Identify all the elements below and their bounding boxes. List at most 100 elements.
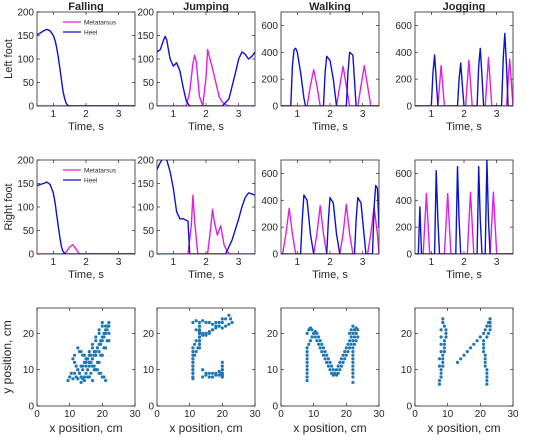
series-line-metatarsus — [281, 64, 379, 106]
scatter-point — [191, 360, 195, 364]
scatter-point — [99, 353, 103, 357]
scatter-point — [348, 331, 352, 335]
x-tick-label: 1 — [171, 109, 177, 120]
scatter-point — [352, 335, 357, 339]
y-tick-label: 100 — [137, 203, 154, 214]
panel-right-falling: 1 2 3 0 50 100 150 200 Time, s Right foot Metatars… — [3, 156, 136, 281]
scatter-point — [214, 324, 218, 328]
scatter-point — [441, 360, 445, 364]
scatter-point — [455, 360, 460, 364]
scatter-point — [488, 324, 492, 328]
x-tick-label: 1 — [51, 109, 57, 120]
scatter-point — [193, 342, 197, 346]
scatter-point — [444, 328, 448, 332]
x-tick-label: 2 — [83, 257, 89, 268]
scatter-point — [317, 335, 321, 339]
scatter-point — [442, 324, 446, 328]
scatter-point — [349, 342, 353, 346]
panel-left-jogging: 1 2 3 0 200 400 600 Jogging Time, s — [395, 1, 514, 133]
scatter-point — [305, 331, 309, 335]
scatter-point — [197, 342, 202, 346]
y-tick-label: 100 — [17, 203, 34, 214]
scatter-point — [351, 324, 355, 328]
scatter-point — [482, 331, 486, 335]
series-line-heel — [281, 47, 379, 106]
scatter-point — [441, 357, 445, 361]
x-tick-label: 3 — [236, 109, 242, 120]
x-tick-label: 20 — [475, 409, 487, 420]
y-tick-label: 0 — [28, 402, 34, 413]
x-axis-label: Time, s — [68, 121, 104, 133]
scatter-point — [100, 320, 104, 325]
legend-entry-heel: Heel — [84, 178, 98, 185]
scatter-point — [87, 350, 91, 354]
axes-frame — [156, 159, 256, 255]
axes-frame — [414, 159, 514, 255]
scatter-point — [483, 360, 487, 364]
scatter-point — [437, 364, 442, 368]
scatter-point — [305, 346, 309, 350]
scatter-point — [217, 324, 221, 328]
x-tick-label: 2 — [203, 109, 209, 120]
scatter-point — [217, 320, 221, 325]
plot-area — [157, 160, 255, 254]
scatter-point — [201, 319, 205, 323]
scatter-point — [310, 328, 314, 332]
scatter-point — [97, 350, 101, 354]
scatter-point — [305, 375, 309, 379]
scatter-point — [82, 353, 86, 357]
scatter-point — [69, 371, 73, 375]
y-tick-label: 50 — [143, 226, 155, 237]
scatter-point — [191, 357, 195, 361]
scatter-point — [485, 324, 489, 328]
scatter-point — [230, 320, 234, 325]
scatter-point — [86, 357, 90, 361]
scatter-point — [224, 324, 228, 328]
x-tick-label: 2 — [327, 257, 333, 268]
scatter-point — [308, 339, 312, 343]
scatter-point — [224, 317, 228, 321]
scatter-point — [325, 360, 329, 364]
scatter-point — [220, 368, 224, 372]
y-tick-label: 0 — [406, 250, 412, 261]
plot-area — [415, 160, 513, 254]
y-tick-label: 0 — [272, 250, 278, 261]
scatter-point — [442, 339, 446, 343]
scatter-point — [305, 371, 309, 375]
scatter-point — [318, 339, 322, 343]
scatter-point — [315, 339, 319, 343]
scatter-point — [351, 331, 355, 335]
scatter-point — [444, 331, 448, 335]
scatter-point — [79, 350, 83, 354]
y-tick-label: 200 — [395, 223, 412, 234]
scatter-point — [478, 335, 482, 339]
scatter-point — [73, 371, 77, 375]
scatter-point — [351, 357, 355, 361]
scatter-point — [437, 379, 442, 383]
axes-frame — [36, 11, 136, 107]
scatter-point — [338, 360, 342, 364]
axes-frame — [156, 11, 256, 107]
scatter-point — [220, 360, 224, 364]
scatter-point — [84, 364, 88, 368]
y-tick-label: 400 — [395, 196, 412, 207]
x-tick-label: 2 — [203, 257, 209, 268]
series-line-heel — [281, 184, 379, 254]
scatter-point — [305, 364, 309, 368]
y-tick-label: 0 — [148, 402, 154, 413]
scatter-point — [475, 339, 479, 343]
scatter-point — [87, 364, 91, 368]
axes-frame — [156, 307, 256, 407]
x-tick-label: 1 — [171, 257, 177, 268]
scatter-point — [84, 371, 88, 375]
y-tick-label: 20 — [23, 329, 35, 340]
scatter-point — [227, 313, 231, 317]
scatter-point — [468, 346, 473, 350]
panel-right-jogging: 1 2 3 0 200 400 600 Time, s — [395, 159, 514, 281]
scatter-point — [346, 350, 350, 354]
scatter-point — [354, 339, 358, 343]
scatter-point — [486, 331, 491, 335]
scatter-point — [485, 375, 489, 379]
